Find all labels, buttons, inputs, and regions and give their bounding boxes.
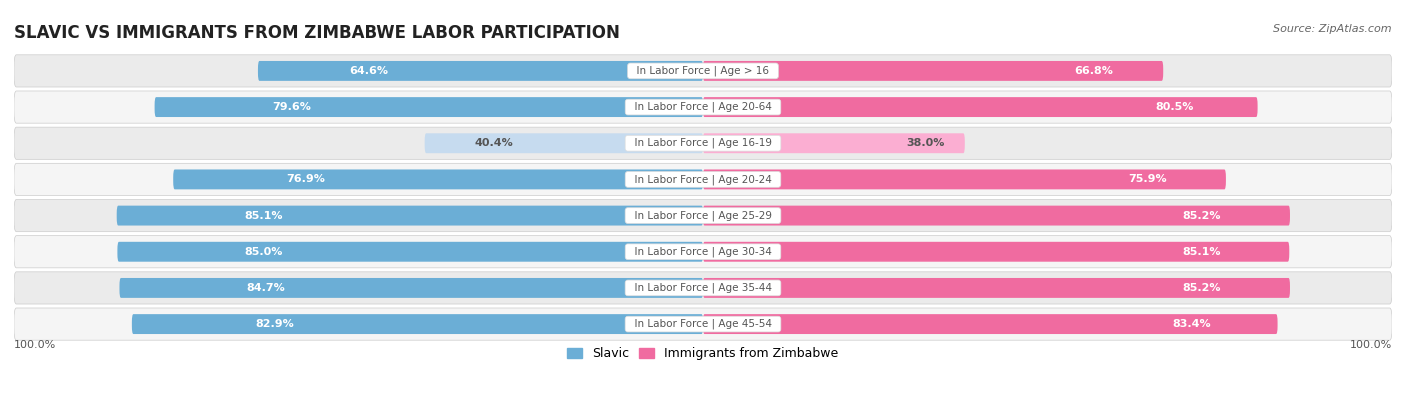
Text: 83.4%: 83.4% [1173,319,1211,329]
Text: In Labor Force | Age 45-54: In Labor Force | Age 45-54 [627,319,779,329]
Text: In Labor Force | Age > 16: In Labor Force | Age > 16 [630,66,776,76]
FancyBboxPatch shape [703,169,1226,189]
FancyBboxPatch shape [703,314,1278,334]
Text: In Labor Force | Age 16-19: In Labor Force | Age 16-19 [627,138,779,149]
Text: 82.9%: 82.9% [256,319,294,329]
Text: 66.8%: 66.8% [1074,66,1114,76]
Text: 40.4%: 40.4% [475,138,513,148]
Text: 85.0%: 85.0% [245,247,283,257]
FancyBboxPatch shape [14,308,1392,340]
FancyBboxPatch shape [425,133,703,153]
Text: 85.1%: 85.1% [1182,247,1220,257]
FancyBboxPatch shape [120,278,703,298]
FancyBboxPatch shape [155,97,703,117]
Text: Source: ZipAtlas.com: Source: ZipAtlas.com [1274,24,1392,34]
Text: 38.0%: 38.0% [907,138,945,148]
Text: In Labor Force | Age 30-34: In Labor Force | Age 30-34 [628,246,778,257]
FancyBboxPatch shape [703,206,1289,226]
FancyBboxPatch shape [703,61,1163,81]
Text: In Labor Force | Age 25-29: In Labor Force | Age 25-29 [627,210,779,221]
FancyBboxPatch shape [14,127,1392,159]
Text: 85.2%: 85.2% [1182,211,1222,220]
FancyBboxPatch shape [14,199,1392,232]
FancyBboxPatch shape [14,55,1392,87]
FancyBboxPatch shape [703,97,1257,117]
Text: In Labor Force | Age 35-44: In Labor Force | Age 35-44 [627,283,779,293]
FancyBboxPatch shape [14,272,1392,304]
FancyBboxPatch shape [117,206,703,226]
FancyBboxPatch shape [14,91,1392,123]
Text: In Labor Force | Age 20-24: In Labor Force | Age 20-24 [628,174,778,185]
Text: 84.7%: 84.7% [246,283,285,293]
Text: SLAVIC VS IMMIGRANTS FROM ZIMBABWE LABOR PARTICIPATION: SLAVIC VS IMMIGRANTS FROM ZIMBABWE LABOR… [14,24,620,42]
Text: 100.0%: 100.0% [1350,340,1392,350]
Text: 100.0%: 100.0% [14,340,56,350]
Text: 64.6%: 64.6% [350,66,388,76]
FancyBboxPatch shape [703,133,965,153]
Text: 85.2%: 85.2% [1182,283,1222,293]
FancyBboxPatch shape [14,163,1392,196]
Legend: Slavic, Immigrants from Zimbabwe: Slavic, Immigrants from Zimbabwe [562,342,844,365]
Text: 79.6%: 79.6% [273,102,311,112]
FancyBboxPatch shape [173,169,703,189]
Text: 76.9%: 76.9% [287,175,325,184]
Text: 80.5%: 80.5% [1156,102,1194,112]
FancyBboxPatch shape [703,242,1289,262]
FancyBboxPatch shape [703,278,1289,298]
FancyBboxPatch shape [257,61,703,81]
FancyBboxPatch shape [117,242,703,262]
Text: In Labor Force | Age 20-64: In Labor Force | Age 20-64 [628,102,778,112]
Text: 75.9%: 75.9% [1128,175,1167,184]
FancyBboxPatch shape [132,314,703,334]
Text: 85.1%: 85.1% [245,211,283,220]
FancyBboxPatch shape [14,236,1392,268]
